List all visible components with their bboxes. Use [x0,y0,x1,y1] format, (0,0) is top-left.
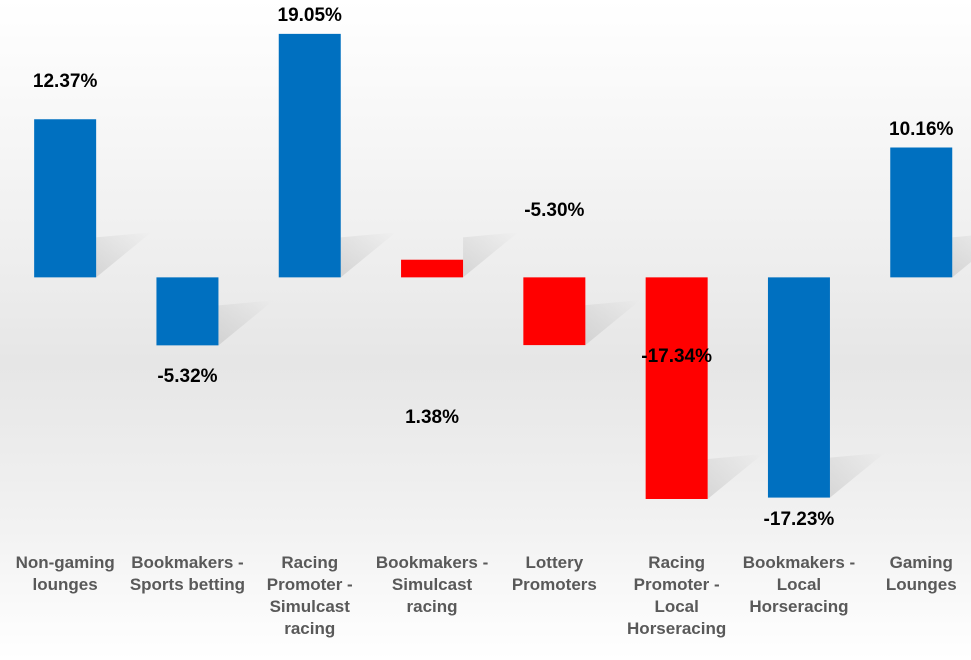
value-label: 10.16% [889,119,954,140]
bar [645,277,708,499]
bar-shadow [952,235,971,278]
x-tick-label: Gaming Lounges [885,553,957,594]
bar-shadow [96,232,152,278]
bar-shadow [340,232,396,278]
value-label: -5.32% [157,366,217,387]
bar [523,277,586,346]
x-tick-label: Racing Promoter - Simulcast racing [266,553,353,638]
bar-shadow [707,453,763,499]
bar-shadow [829,452,885,498]
bar-shadow [218,300,274,346]
bar-shadow [585,300,641,346]
value-label: 1.38% [405,407,459,428]
bar [156,277,219,346]
x-tick-label: Bookmakers - Local Horseracing [742,553,856,616]
value-label: -17.23% [764,509,835,530]
value-label: -17.34% [641,346,712,367]
bar [401,259,464,278]
bar [34,119,97,278]
x-tick-label: Bookmakers - Sports betting [129,553,246,594]
x-tick-label: Lottery Promoters [511,553,597,594]
value-label: 19.05% [278,5,343,26]
x-tick-label: Bookmakers - Simulcast racing [375,553,489,616]
value-label: -5.30% [524,200,584,221]
value-label: 12.37% [33,71,98,92]
bar-shadow [463,232,519,278]
x-tick-label: Racing Promoter - Local Horseracing [627,553,727,638]
x-tick-label: Non-gaming lounges [15,553,115,594]
bar [278,33,341,278]
bar [890,147,953,278]
bar [767,277,830,498]
